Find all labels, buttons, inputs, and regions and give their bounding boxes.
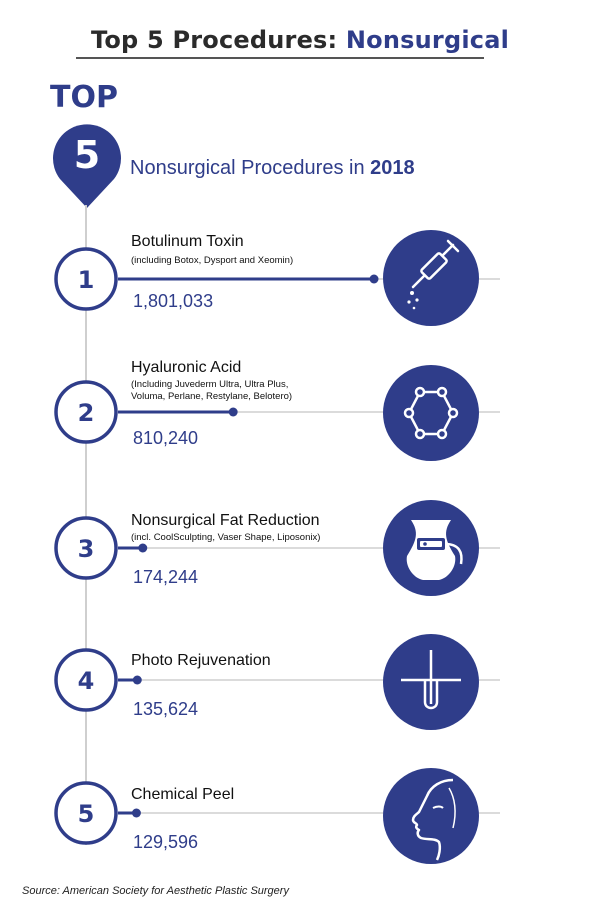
infographic-title: Top 5 Procedures: Nonsurgical [0,26,600,54]
procedure-note: (including Botox, Dysport and Xeomin) [131,255,294,266]
hexagon-molecule-icon [383,365,479,461]
procedure-name: Botulinum Toxin [131,233,244,250]
rank-circle [54,247,118,311]
procedure-value: 129,596 [133,832,199,852]
rank-circle [54,516,118,580]
rank-circle [54,781,118,845]
procedure-name: Chemical Peel [131,786,235,803]
bar-endpoint [228,407,238,417]
rank-number: 5 [78,800,95,828]
rank-number: 4 [78,667,95,695]
face-profile-icon [383,768,479,864]
procedure-value: 810,240 [133,428,199,448]
rank-number: 3 [78,535,95,563]
procedure-value: 174,244 [133,567,199,587]
procedure-note: (Including Juvederm Ultra, Ultra Plus, [131,379,289,390]
procedure-name: Nonsurgical Fat Reduction [131,512,320,529]
procedure-name: Photo Rejuvenation [131,652,271,669]
subtitle: Nonsurgical Procedures in 2018 [130,157,415,180]
procedure-name: Hyaluronic Acid [131,359,242,376]
title-underline [76,57,484,59]
rank-number: 2 [78,399,95,427]
bar-endpoint [131,808,141,818]
bar-endpoint [369,274,379,284]
subtitle-text: Nonsurgical Procedures in [130,157,365,179]
rank-circle [54,648,118,712]
procedure-value: 135,624 [133,699,199,719]
top-label: TOP [50,80,118,115]
rank-number: 1 [78,266,95,294]
rank-circle [54,380,118,444]
title-accent: Nonsurgical [345,26,510,54]
procedure-note: Voluma, Perlane, Restylane, Belotero) [131,391,293,402]
procedure-note: (incl. CoolSculpting, Vaser Shape, Lipos… [131,532,321,543]
top-number: 5 [73,133,101,177]
syringe-icon [383,230,479,326]
source-note: Source: American Society for Aesthetic P… [22,885,289,897]
hair-follicle-icon [383,634,479,730]
title-main: Top 5 Procedures: [90,26,338,54]
bar-endpoint [138,543,148,553]
waist-belt-icon [383,500,479,596]
bar-endpoint [132,675,142,685]
map-pin-icon [52,124,121,208]
subtitle-year: 2018 [370,157,415,179]
procedure-value: 1,801,033 [133,291,214,311]
